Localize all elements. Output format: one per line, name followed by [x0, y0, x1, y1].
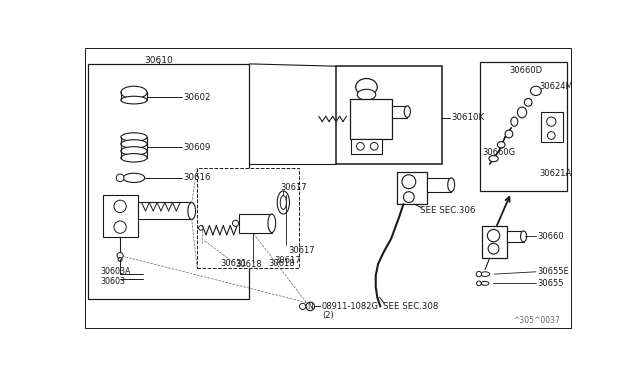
Text: 30603: 30603: [101, 277, 126, 286]
Text: (2): (2): [322, 311, 333, 320]
Ellipse shape: [517, 107, 527, 118]
Bar: [103, 195, 138, 237]
Bar: [481, 62, 566, 191]
Text: 30602: 30602: [183, 93, 211, 102]
Ellipse shape: [114, 221, 126, 233]
Ellipse shape: [524, 99, 532, 106]
Text: 30660G: 30660G: [482, 148, 515, 157]
Text: 30609: 30609: [183, 142, 211, 151]
Ellipse shape: [123, 173, 145, 183]
Ellipse shape: [306, 302, 314, 311]
Text: 30618: 30618: [268, 259, 294, 268]
Bar: [541, 112, 563, 142]
Text: 30621A: 30621A: [540, 170, 572, 179]
Text: 30631: 30631: [220, 259, 247, 268]
Ellipse shape: [121, 96, 147, 104]
Ellipse shape: [116, 174, 124, 182]
Bar: [197, 168, 299, 268]
Ellipse shape: [121, 147, 147, 155]
Ellipse shape: [277, 191, 289, 214]
Ellipse shape: [280, 196, 287, 209]
Ellipse shape: [232, 220, 239, 226]
Ellipse shape: [481, 281, 489, 285]
Text: N: N: [307, 302, 313, 311]
Text: 30655E: 30655E: [538, 267, 569, 276]
Bar: [482, 225, 507, 258]
Ellipse shape: [118, 257, 122, 262]
Ellipse shape: [488, 243, 499, 254]
Ellipse shape: [448, 178, 454, 192]
Text: 30617: 30617: [274, 256, 301, 265]
Ellipse shape: [497, 142, 505, 148]
Bar: [507, 231, 524, 242]
Ellipse shape: [121, 86, 147, 99]
Ellipse shape: [121, 133, 147, 141]
Ellipse shape: [505, 130, 513, 138]
Text: 30616: 30616: [183, 173, 211, 182]
Text: 30655: 30655: [538, 279, 564, 288]
Ellipse shape: [489, 155, 498, 162]
Ellipse shape: [547, 117, 556, 126]
Ellipse shape: [402, 175, 416, 189]
Text: 30618: 30618: [236, 260, 262, 269]
Ellipse shape: [481, 272, 490, 276]
Ellipse shape: [356, 78, 378, 96]
Ellipse shape: [547, 132, 555, 140]
Ellipse shape: [404, 106, 410, 118]
Bar: [392, 106, 407, 118]
Ellipse shape: [300, 303, 306, 310]
Ellipse shape: [371, 142, 378, 150]
Bar: [349, 99, 392, 139]
Text: 30610: 30610: [144, 55, 173, 64]
Text: SEE SEC.308: SEE SEC.308: [383, 302, 439, 311]
Ellipse shape: [403, 192, 414, 202]
Ellipse shape: [117, 253, 123, 259]
Text: 30610K: 30610K: [451, 113, 484, 122]
Ellipse shape: [121, 154, 147, 162]
Ellipse shape: [488, 230, 500, 242]
Text: SEE SEC.306: SEE SEC.306: [420, 206, 476, 215]
Ellipse shape: [188, 202, 196, 219]
Bar: [239, 214, 272, 232]
Text: 30617: 30617: [280, 183, 307, 192]
Bar: [88, 64, 250, 299]
Ellipse shape: [476, 272, 482, 277]
Text: 30603A: 30603A: [101, 267, 131, 276]
Ellipse shape: [356, 142, 364, 150]
Ellipse shape: [268, 214, 276, 232]
Bar: [397, 172, 426, 204]
Text: ^305^0037: ^305^0037: [513, 316, 559, 325]
Ellipse shape: [511, 117, 518, 126]
Text: 30617: 30617: [288, 246, 315, 255]
Bar: [336, 66, 442, 164]
Ellipse shape: [198, 225, 204, 230]
Ellipse shape: [531, 86, 541, 96]
Bar: [427, 178, 451, 192]
Ellipse shape: [114, 200, 126, 212]
Ellipse shape: [520, 231, 527, 242]
Bar: [351, 139, 382, 154]
Text: 30660D: 30660D: [509, 65, 542, 74]
Text: 08911-1082G: 08911-1082G: [322, 302, 379, 311]
Text: 30624M: 30624M: [540, 83, 573, 92]
Bar: [138, 202, 192, 219]
Text: 30660: 30660: [538, 232, 564, 241]
Ellipse shape: [121, 140, 147, 148]
Ellipse shape: [477, 281, 481, 286]
Ellipse shape: [357, 89, 376, 100]
